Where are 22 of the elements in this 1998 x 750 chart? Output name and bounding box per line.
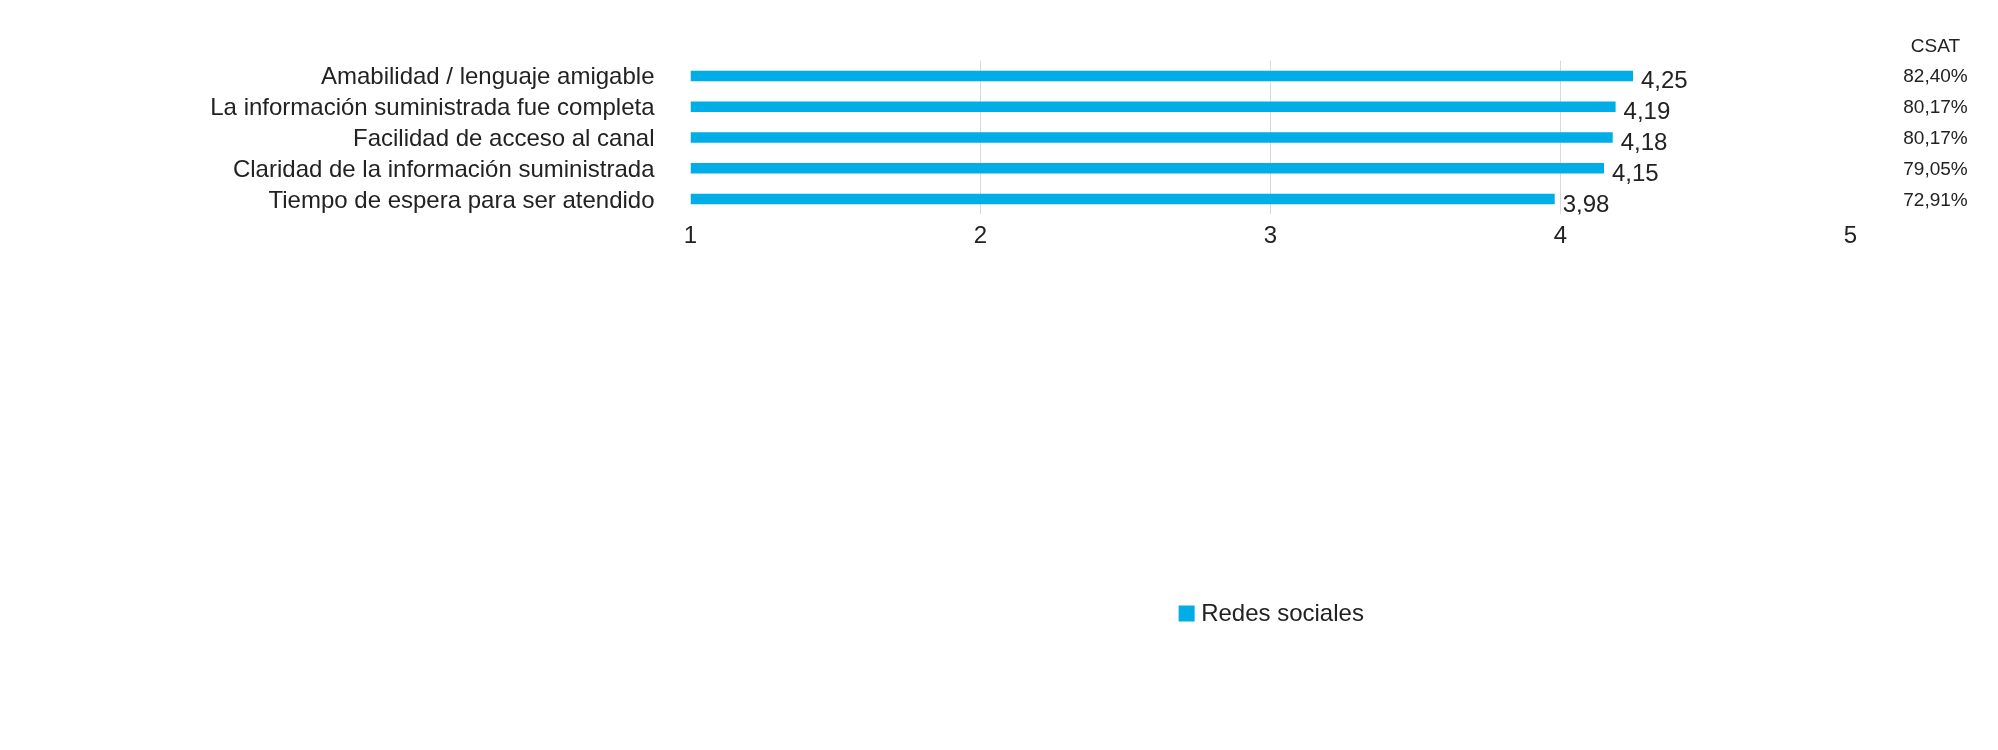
y-tick-label: Tiempo de espera para ser atendido xyxy=(268,185,655,213)
x-tick-label: 5 xyxy=(1843,220,1858,248)
x-tick-label: 3 xyxy=(1263,220,1278,248)
text: 80,17% xyxy=(1903,96,1968,118)
x-tick-label: 4 xyxy=(1553,220,1568,248)
y-tick-label: Amabilidad / lenguaje amigable xyxy=(320,62,655,90)
data-label: 4,19 xyxy=(1623,97,1671,125)
data-label: 4,25 xyxy=(1641,66,1688,94)
data-label: 4,15 xyxy=(1612,158,1659,186)
data-label: 3,98 xyxy=(1562,189,1610,217)
text: 80,17% xyxy=(1903,127,1968,148)
text: 82,40% xyxy=(1903,65,1968,87)
x-tick-label: 2 xyxy=(973,220,988,248)
text: CSAT xyxy=(1910,34,1961,56)
y-tick-label: Facilidad de acceso al canal xyxy=(352,124,655,151)
data-label: 4,18 xyxy=(1620,128,1668,155)
text: 72,91% xyxy=(1903,188,1968,210)
y-tick-label: La información suministrada fue completa xyxy=(210,93,656,121)
text: 79,05% xyxy=(1903,157,1968,179)
x-tick-label: 1 xyxy=(683,220,698,248)
y-tick-label: Claridad de la información suministrada xyxy=(232,154,656,182)
legend-label: Redes sociales xyxy=(1201,599,1364,627)
